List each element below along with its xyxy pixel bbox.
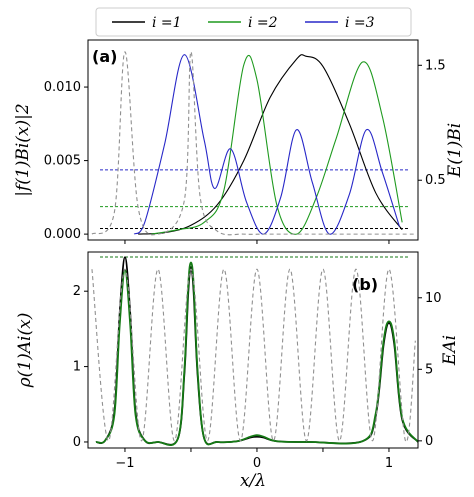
panel-b-ticks: 0 1 2 0 5 10 −1 0 1	[73, 284, 442, 471]
panel-a-series-1	[138, 54, 403, 235]
panel-a-ticks: 0.000 0.005 0.010 0.5 1.5	[44, 58, 446, 244]
panel-a-ylabel: |f(1)Bi(x)|2	[13, 103, 33, 196]
panel-a-series-2	[151, 54, 403, 235]
panel-a-ytick-right-label-0: 0.5	[425, 173, 446, 188]
panel-b-xtick-label-0: −1	[115, 456, 134, 471]
panel-b-series-2	[95, 261, 419, 446]
panel-a-series-4	[91, 51, 416, 236]
panel-b-ytick-right-label-0: 0	[425, 434, 433, 449]
panel-b-ytick-right-label-2: 10	[425, 291, 442, 306]
panel-b-ylabel: ρ(1)Ai(x)	[15, 313, 35, 389]
panel-b-xlabel: x/λ	[240, 471, 266, 491]
legend: i =1 i =2 i =3	[95, 7, 412, 37]
panel-b-tag: (b)	[352, 275, 378, 294]
legend-frame	[95, 7, 412, 37]
panel-a-plot	[91, 51, 416, 236]
panel-a: 0.000 0.005 0.010 0.5 1.5 (a) |f(1)Bi(x)|2 E…	[13, 39, 465, 244]
panel-b-series-3	[91, 268, 416, 443]
legend-label-3: i =3	[345, 15, 375, 31]
panel-a-ytick-label-2: 0.010	[44, 80, 81, 95]
panel-b-ytick-right-label-1: 5	[425, 362, 433, 377]
legend-label-1: i =1	[152, 15, 182, 31]
panel-b-xtick-label-2: 0	[253, 456, 261, 471]
panel-b-plot	[91, 256, 419, 446]
panel-a-ytick-right-label-1: 1.5	[425, 58, 446, 73]
panel-a-ytick-label-1: 0.005	[44, 154, 81, 169]
panel-a-ylabel-right: E(1)Bi	[445, 123, 465, 178]
panel-b-ylabel-right: EAi	[440, 335, 460, 366]
panel-a-ytick-label-0: 0.000	[44, 227, 81, 242]
panel-b-ytick-label-2: 2	[73, 284, 81, 299]
panel-a-series-3	[133, 54, 401, 235]
panel-a-frame	[87, 39, 419, 241]
panel-b-frame	[87, 251, 419, 449]
panel-b-ytick-label-0: 0	[73, 435, 81, 450]
panel-a-tag: (a)	[92, 47, 117, 66]
legend-label-2: i =2	[248, 15, 278, 31]
panel-b-xtick-label-4: 1	[385, 456, 393, 471]
panel-b: 0 1 2 0 5 10 −1 0 1 (b) ρ(1)Ai(x) EAi x/λ	[15, 251, 460, 491]
panel-b-ytick-label-1: 1	[73, 360, 81, 375]
